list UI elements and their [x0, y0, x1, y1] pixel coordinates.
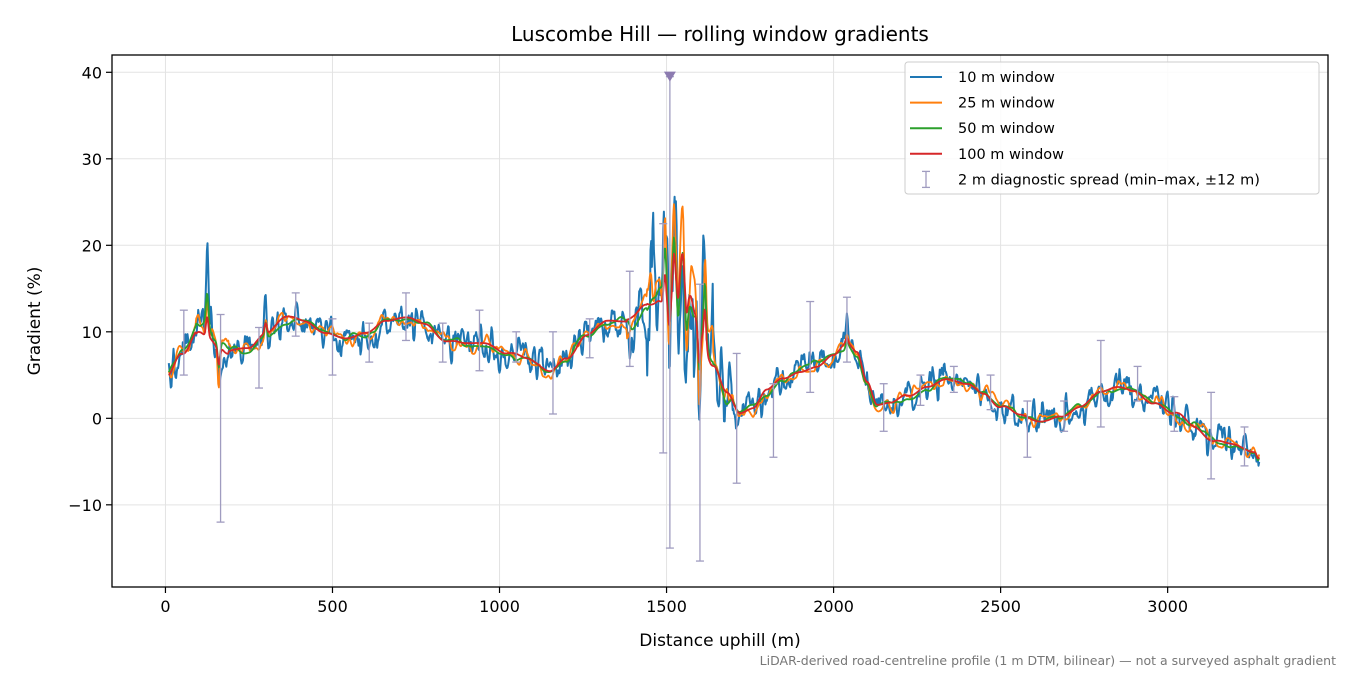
diagnostic-error-bar	[1240, 426, 1249, 467]
chart-title: Luscombe Hill — rolling window gradients	[511, 22, 929, 46]
series-line-100m	[168, 252, 1260, 460]
diagnostic-error-bar	[328, 318, 337, 376]
diagnostic-error-bar	[949, 365, 958, 394]
legend-label-diagnostic: 2 m diagnostic spread (min–max, ±12 m)	[958, 172, 1260, 188]
y-tick-label: −10	[68, 496, 102, 515]
diagnostic-error-bar	[659, 223, 668, 454]
diagnostic-error-bar	[695, 283, 704, 562]
y-tick-label: 10	[82, 323, 102, 342]
diagnostic-error-bar	[842, 296, 851, 363]
diagnostic-error-bar	[179, 309, 188, 376]
diagnostic-error-bar	[475, 309, 484, 372]
x-tick-label: 1500	[646, 597, 687, 616]
y-axis-ticks: −10 0 10 20 30 40	[68, 63, 112, 515]
legend-box	[904, 61, 1320, 195]
series-line-25m	[167, 203, 1261, 460]
y-tick-label: 20	[82, 236, 102, 255]
diagnostic-error-bar	[1060, 400, 1069, 432]
x-tick-label: 2500	[980, 597, 1021, 616]
diagnostic-error-bar	[1096, 339, 1105, 428]
diagnostic-error-bar	[254, 326, 263, 389]
diagnostic-error-bar	[1170, 396, 1179, 432]
diagnostic-error-bar	[585, 318, 594, 359]
diagnostic-error-bar	[401, 292, 410, 342]
clip-marker-triangle	[663, 71, 676, 82]
x-axis-label: Distance uphill (m)	[639, 631, 800, 651]
diagnostic-error-bar	[548, 331, 557, 415]
diagnostic-error-bar	[1133, 365, 1142, 402]
x-tick-label: 1000	[479, 597, 520, 616]
x-tick-label: 2000	[813, 597, 854, 616]
y-tick-label: 40	[82, 63, 102, 82]
plot-area	[167, 71, 1261, 562]
diagnostic-error-bar	[1023, 400, 1032, 458]
diagnostic-error-bar	[512, 331, 521, 363]
diagnostic-error-bar	[625, 270, 634, 368]
diagnostic-error-bar	[1207, 391, 1216, 480]
diagnostic-error-bar	[216, 313, 225, 523]
series-line-50m	[167, 236, 1261, 462]
y-tick-label: 30	[82, 150, 102, 169]
diagnostic-error-bar	[365, 322, 374, 363]
y-tick-label: 0	[92, 409, 102, 428]
diagnostic-error-bar	[986, 374, 995, 411]
footnote: LiDAR-derived road-centreline profile (1…	[760, 653, 1336, 668]
legend-label-25m: 25 m window	[958, 96, 1055, 112]
diagnostic-error-bar	[291, 292, 300, 337]
x-tick-label: 0	[160, 597, 170, 616]
x-tick-label: 3000	[1147, 597, 1188, 616]
diagnostic-error-bar	[769, 383, 778, 458]
diagnostic-error-bar	[438, 322, 447, 363]
legend-label-100m: 100 m window	[958, 147, 1064, 163]
diagnostic-error-bar	[732, 352, 741, 484]
diagnostic-error-bar	[806, 300, 815, 394]
legend: 10 m window 25 m window 50 m window 100 m w…	[904, 61, 1320, 195]
legend-label-50m: 50 m window	[958, 121, 1055, 137]
y-axis-label: Gradient (%)	[25, 267, 45, 376]
diagnostic-error-bar	[879, 383, 888, 432]
x-tick-label: 500	[317, 597, 348, 616]
legend-label-10m: 10 m window	[958, 70, 1055, 86]
plot-frame	[111, 54, 1329, 588]
x-axis-ticks: 0 500 1000 1500 2000 2500 3000	[160, 587, 1188, 616]
diagnostic-error-bar	[916, 374, 925, 406]
